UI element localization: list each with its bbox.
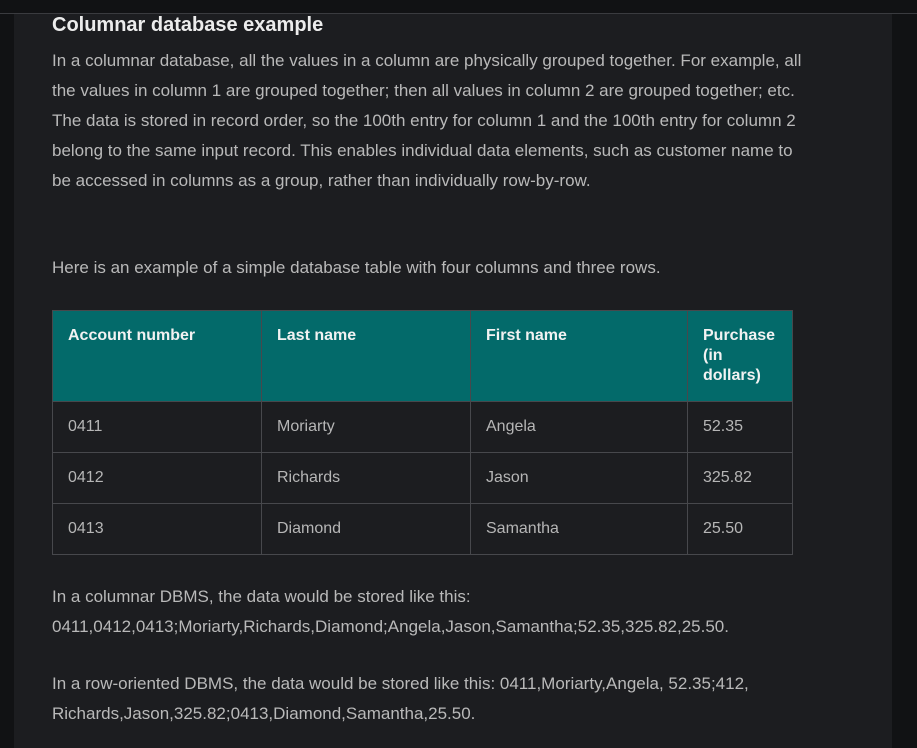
- intro-paragraph: In a columnar database, all the values i…: [52, 51, 802, 190]
- cell-purchase: 25.50: [687, 503, 793, 555]
- cell-purchase: 325.82: [687, 452, 793, 504]
- header-first-name: First name: [470, 310, 688, 402]
- cell-account-number: 0412: [52, 452, 262, 504]
- section-heading: Columnar database example: [52, 14, 324, 36]
- columnar-storage-paragraph: In a columnar DBMS, the data would be st…: [52, 587, 729, 636]
- cell-first-name: Samantha: [470, 503, 688, 555]
- table-row: 0412 Richards Jason 325.82: [52, 452, 793, 504]
- cell-last-name: Diamond: [261, 503, 471, 555]
- cell-account-number: 0413: [52, 503, 262, 555]
- table-header-row: Account number Last name First name Purc…: [52, 310, 793, 402]
- table-row: 0413 Diamond Samantha 25.50: [52, 503, 793, 555]
- top-divider: [0, 0, 917, 14]
- cell-account-number: 0411: [52, 401, 262, 453]
- table-row: 0411 Moriarty Angela 52.35: [52, 401, 793, 453]
- row-storage-paragraph: In a row-oriented DBMS, the data would b…: [52, 674, 749, 723]
- header-account-number: Account number: [52, 310, 262, 402]
- article-content: Columnar database example In a columnar …: [14, 14, 892, 748]
- cell-purchase: 52.35: [687, 401, 793, 453]
- cell-last-name: Richards: [261, 452, 471, 504]
- header-last-name: Last name: [261, 310, 471, 402]
- table-intro-paragraph: Here is an example of a simple database …: [52, 258, 661, 277]
- cell-last-name: Moriarty: [261, 401, 471, 453]
- cell-first-name: Jason: [470, 452, 688, 504]
- example-table: Account number Last name First name Purc…: [52, 310, 793, 555]
- header-purchase: Purchase (in dollars): [687, 310, 793, 402]
- cell-first-name: Angela: [470, 401, 688, 453]
